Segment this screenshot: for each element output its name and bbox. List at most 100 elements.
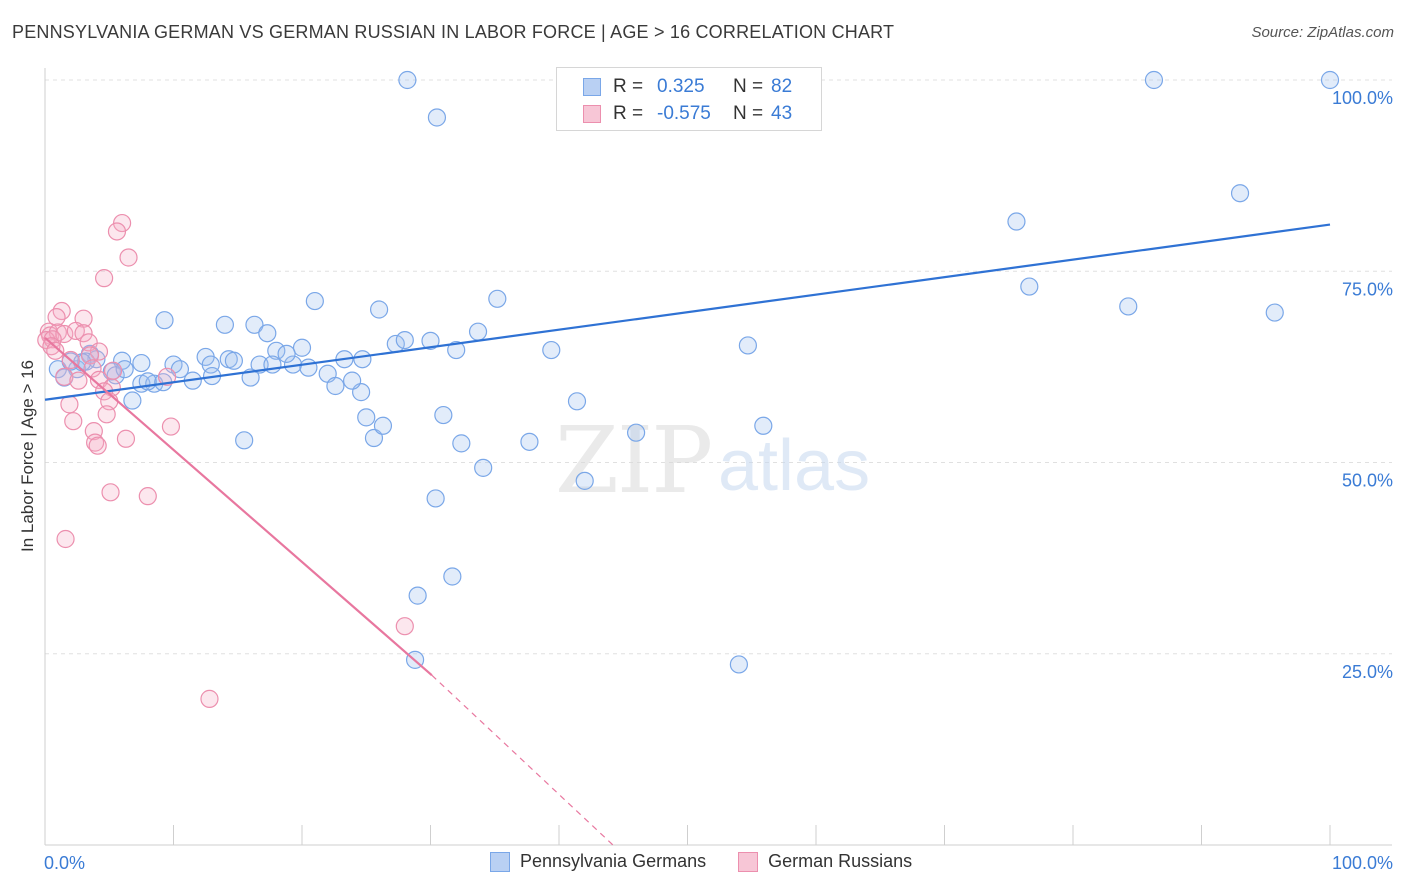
point-pennsylvania-germans — [468, 322, 488, 341]
watermark-zip: ZIP — [555, 407, 711, 514]
point-pennsylvania-germans — [277, 344, 296, 363]
source-credit: Source: ZipAtlas.com — [1251, 24, 1394, 41]
point-pennsylvania-germans — [258, 324, 277, 343]
series-swatch-pink — [738, 851, 759, 872]
point-german-russians — [74, 324, 93, 343]
point-pennsylvania-germans — [434, 405, 453, 425]
point-pennsylvania-germans — [408, 586, 427, 605]
point-pennsylvania-germans — [224, 351, 243, 370]
y-tick-label: 25.0% — [1342, 662, 1393, 682]
point-pennsylvania-germans — [443, 567, 462, 586]
series-legend: Pennsylvania Germans German Russians — [490, 851, 944, 872]
legend-swatch-pink — [583, 105, 601, 123]
point-pennsylvania-germans — [373, 416, 393, 435]
point-pennsylvania-germans — [738, 336, 757, 355]
point-german-russians — [47, 308, 66, 327]
point-german-russians — [116, 429, 136, 448]
point-pennsylvania-germans — [1119, 297, 1138, 316]
point-pennsylvania-germans — [1320, 70, 1340, 90]
point-german-russians — [157, 367, 177, 386]
point-pennsylvania-germans — [575, 471, 594, 490]
legend-swatch-blue — [583, 78, 601, 96]
point-pennsylvania-germans — [267, 341, 286, 360]
y-axis-label: In Labor Force | Age > 16 — [18, 359, 37, 553]
point-pennsylvania-germans — [370, 300, 389, 319]
point-pennsylvania-germans — [427, 108, 447, 127]
legend-n-value: 43 — [771, 103, 793, 124]
point-german-russians — [395, 617, 414, 636]
data-points — [37, 70, 1340, 708]
legend-r-label: R = — [613, 103, 644, 124]
legend-row-pennsylvania-germans: R = 0.325 N = 82 — [583, 75, 792, 99]
point-pennsylvania-germans — [426, 489, 445, 508]
point-pennsylvania-germans — [1265, 303, 1284, 322]
gridlines — [45, 79, 1392, 655]
point-german-russians — [86, 433, 105, 452]
point-pennsylvania-germans — [123, 391, 142, 410]
legend-r-value: 0.325 — [657, 76, 705, 97]
legend-r-value: -0.575 — [657, 103, 711, 124]
legend-n-value: 82 — [771, 76, 793, 97]
point-pennsylvania-germans — [305, 291, 324, 311]
point-pennsylvania-germans — [542, 340, 561, 360]
watermark-atlas: atlas — [718, 426, 870, 506]
point-pennsylvania-germans — [215, 315, 234, 334]
point-german-russians — [107, 222, 127, 241]
point-german-russians — [43, 330, 62, 349]
point-pennsylvania-germans — [474, 458, 493, 477]
point-german-russians — [84, 422, 103, 441]
series-label: German Russians — [768, 851, 913, 871]
point-pennsylvania-germans — [357, 408, 376, 427]
point-pennsylvania-germans — [353, 350, 372, 369]
y-tick-label: 50.0% — [1342, 471, 1393, 491]
trend-line — [44, 223, 1331, 401]
x-tick-label: 100.0% — [1332, 853, 1393, 873]
series-label: Pennsylvania Germans — [520, 851, 707, 871]
trend-lines — [44, 223, 1331, 846]
point-pennsylvania-germans — [364, 428, 384, 448]
point-pennsylvania-germans — [201, 355, 220, 374]
y-tick-label: 75.0% — [1342, 279, 1393, 299]
watermark: ZIP atlas — [555, 407, 870, 514]
point-german-russians — [60, 395, 79, 414]
trend-line — [44, 336, 433, 676]
point-german-russians — [79, 333, 98, 352]
point-pennsylvania-germans — [729, 655, 749, 674]
point-pennsylvania-germans — [235, 431, 254, 450]
point-pennsylvania-germans — [626, 423, 646, 442]
point-german-russians — [88, 436, 107, 455]
point-german-russians — [161, 417, 181, 436]
point-german-russians — [46, 341, 65, 360]
point-pennsylvania-germans — [292, 338, 312, 357]
point-german-russians — [69, 371, 88, 390]
point-german-russians — [83, 359, 102, 378]
point-pennsylvania-germans — [155, 311, 174, 330]
point-german-russians — [101, 483, 120, 502]
legend-n-label: N = — [733, 76, 764, 97]
point-german-russians — [97, 405, 116, 424]
series-legend-item-pennsylvania-germans: Pennsylvania Germans — [490, 851, 706, 872]
point-pennsylvania-germans — [1020, 277, 1039, 296]
x-tick-label: 0.0% — [44, 853, 85, 873]
point-german-russians — [89, 342, 109, 361]
point-german-russians — [119, 248, 138, 267]
point-german-russians — [55, 367, 74, 386]
point-german-russians — [64, 412, 83, 431]
point-pennsylvania-germans — [1230, 184, 1250, 203]
point-pennsylvania-germans — [299, 358, 318, 377]
point-pennsylvania-germans — [452, 434, 471, 453]
point-pennsylvania-germans — [1007, 212, 1026, 231]
legend-row-german-russians: R = -0.575 N = 43 — [583, 102, 792, 126]
point-pennsylvania-germans — [245, 315, 264, 334]
trend-line-extension — [431, 674, 614, 846]
legend-r-label: R = — [613, 76, 644, 97]
point-pennsylvania-germans — [398, 70, 417, 90]
point-pennsylvania-germans — [488, 289, 507, 308]
series-swatch-blue — [490, 851, 510, 872]
point-german-russians — [200, 689, 219, 708]
series-legend-item-german-russians: German Russians — [738, 851, 912, 872]
point-pennsylvania-germans — [421, 331, 440, 350]
legend-n-label: N = — [733, 103, 764, 124]
point-german-russians — [56, 529, 75, 549]
point-pennsylvania-germans — [343, 371, 362, 390]
